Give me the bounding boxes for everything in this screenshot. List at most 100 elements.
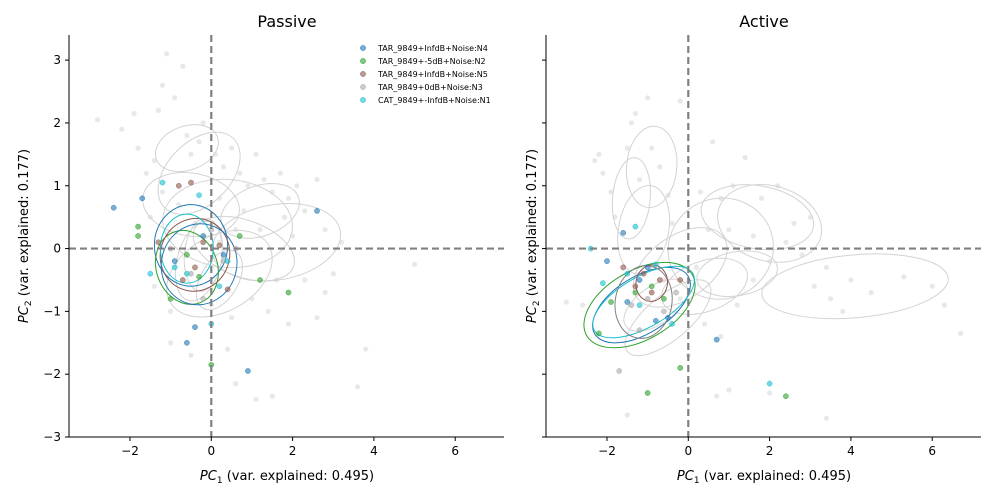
passive-data-point bbox=[179, 277, 186, 283]
active-title: Active bbox=[739, 12, 789, 31]
passive-background-point bbox=[261, 176, 267, 183]
passive-y-tick-label: 0 bbox=[53, 242, 61, 256]
active-data-point bbox=[632, 289, 639, 296]
passive-background-point bbox=[314, 176, 320, 183]
active-panel: Active −2 0 2 4 6 PC1 (var. explained: 0.495… bbox=[525, 12, 981, 486]
passive-background-point bbox=[330, 271, 336, 277]
active-x-tick-label: 4 bbox=[847, 444, 855, 458]
active-background-point bbox=[645, 95, 651, 101]
active-data-point bbox=[644, 295, 651, 302]
active-background-point bbox=[742, 154, 748, 161]
passive-covariance-ellipse bbox=[211, 202, 342, 282]
passive-background-point bbox=[269, 393, 275, 399]
passive-background-point bbox=[281, 214, 288, 220]
active-background-point bbox=[677, 98, 683, 104]
active-data-point bbox=[620, 264, 627, 271]
passive-x-axis-label: PC1 (var. explained: 0.495) bbox=[200, 469, 374, 486]
passive-background-point bbox=[229, 145, 235, 151]
passive-legend-marker bbox=[360, 71, 366, 77]
active-background-point bbox=[848, 277, 854, 283]
passive-data-point bbox=[184, 270, 190, 277]
passive-background-point bbox=[253, 151, 259, 157]
active-background-point bbox=[726, 227, 732, 233]
active-covariance-ellipse bbox=[611, 157, 651, 240]
passive-data-point bbox=[188, 179, 194, 186]
passive-background-point bbox=[245, 183, 251, 189]
passive-data-point bbox=[257, 277, 263, 283]
active-background-point bbox=[649, 145, 655, 151]
passive-background-point bbox=[180, 63, 186, 69]
active-data-point bbox=[673, 289, 679, 296]
passive-data-point bbox=[184, 251, 190, 258]
active-background-point bbox=[868, 289, 874, 296]
passive-data-point bbox=[155, 239, 162, 246]
passive-legend-label: TAR_9849+0dB+Noise:N3 bbox=[377, 83, 483, 92]
active-background-point bbox=[624, 145, 630, 151]
passive-data-point bbox=[200, 233, 207, 239]
active-covariance-ellipse bbox=[623, 278, 689, 332]
passive-background-point bbox=[212, 151, 218, 157]
passive-background-point bbox=[151, 158, 157, 164]
passive-y-tick-label: −2 bbox=[43, 367, 61, 381]
active-data-point bbox=[648, 289, 655, 296]
active-background-point bbox=[750, 277, 756, 283]
active-data-point bbox=[783, 393, 789, 400]
passive-background-point bbox=[355, 384, 361, 390]
active-data-point bbox=[620, 230, 627, 236]
passive-background-point bbox=[322, 289, 328, 296]
active-background-point bbox=[592, 158, 598, 164]
active-data-point bbox=[644, 264, 651, 271]
passive-background-point bbox=[225, 346, 231, 352]
passive-legend-marker bbox=[360, 97, 366, 103]
active-data-point bbox=[661, 308, 667, 315]
passive-y-tick-label: 2 bbox=[53, 116, 61, 130]
active-x-tick-label: 0 bbox=[684, 444, 692, 458]
passive-data-point bbox=[147, 270, 154, 277]
active-x-axis-label: PC1 (var. explained: 0.495) bbox=[677, 469, 851, 486]
active-data-point bbox=[652, 261, 659, 268]
passive-covariance-ellipse bbox=[162, 178, 293, 269]
active-covariance-ellipse bbox=[625, 125, 678, 209]
passive-x-tick-label: 0 bbox=[207, 444, 215, 458]
active-data-point bbox=[608, 299, 614, 305]
passive-legend-marker bbox=[360, 58, 366, 64]
active-background-point bbox=[714, 393, 720, 399]
active-background-point bbox=[669, 220, 675, 226]
passive-background-point bbox=[200, 120, 206, 126]
passive-background-point bbox=[159, 82, 166, 88]
passive-background-point bbox=[155, 107, 161, 113]
active-data-point bbox=[636, 277, 643, 283]
active-data-point bbox=[600, 280, 606, 286]
passive-background-point bbox=[188, 352, 194, 358]
active-x-tick-label: 2 bbox=[766, 444, 774, 458]
passive-x-tick-label: 6 bbox=[451, 444, 459, 458]
passive-background-point bbox=[168, 340, 174, 346]
active-data-point bbox=[677, 277, 684, 283]
passive-background-point bbox=[188, 151, 194, 157]
active-data-point bbox=[636, 302, 643, 308]
passive-background-point bbox=[159, 189, 166, 195]
active-x-tick-label: −2 bbox=[598, 444, 616, 458]
active-data-point bbox=[624, 270, 631, 277]
active-background-point bbox=[941, 302, 948, 308]
active-background-point bbox=[697, 189, 704, 195]
passive-covariance-ellipse bbox=[154, 229, 219, 305]
passive-background-point bbox=[119, 126, 125, 132]
passive-background-point bbox=[314, 315, 320, 321]
active-background-point bbox=[657, 164, 663, 170]
active-background-point bbox=[767, 390, 773, 396]
passive-covariance-ellipse bbox=[153, 204, 229, 287]
passive-background-point bbox=[233, 227, 239, 233]
active-background-point bbox=[677, 296, 683, 302]
passive-background-point bbox=[233, 381, 239, 387]
active-background-point bbox=[596, 151, 602, 157]
active-data-point bbox=[677, 365, 684, 371]
passive-data-point bbox=[224, 258, 231, 264]
active-data-point bbox=[652, 317, 659, 324]
passive-background-point bbox=[363, 346, 369, 352]
passive-x-tick-label: 4 bbox=[370, 444, 378, 458]
passive-data-point bbox=[171, 264, 178, 271]
passive-background-point bbox=[172, 95, 178, 101]
passive-background-point bbox=[143, 170, 149, 176]
